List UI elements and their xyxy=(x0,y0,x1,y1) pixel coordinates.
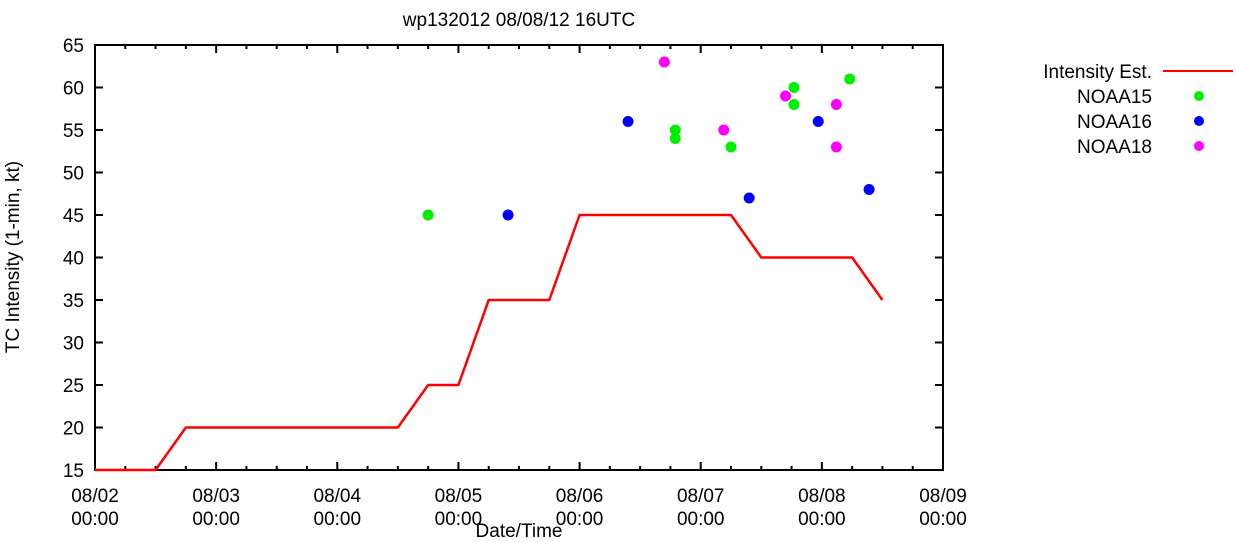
x-tick-label-date: 08/07 xyxy=(677,486,725,507)
scatter-point-noaa18 xyxy=(830,141,842,153)
legend-label-intensity-est: Intensity Est. xyxy=(1043,62,1152,83)
scatter-point-noaa15 xyxy=(422,209,434,221)
scatter-point-noaa16 xyxy=(743,192,755,204)
scatter-point-noaa15 xyxy=(844,73,856,85)
y-tick-label: 35 xyxy=(63,291,84,312)
x-tick-label-time: 00:00 xyxy=(192,509,240,530)
scatter-point-noaa16 xyxy=(622,116,634,127)
x-tick-label-time: 00:00 xyxy=(314,509,362,530)
x-tick-label-time: 00:00 xyxy=(435,509,483,530)
scatter-point-noaa15 xyxy=(725,141,737,153)
y-tick-label: 20 xyxy=(63,419,84,440)
legend-dot-noaa15-icon xyxy=(1194,91,1204,101)
scatter-point-noaa15 xyxy=(788,82,800,93)
legend-label-noaa15: NOAA15 xyxy=(1077,87,1152,108)
intensity-line xyxy=(95,213,884,472)
legend-label-noaa16: NOAA16 xyxy=(1077,112,1152,133)
chart-title: wp132012 08/08/12 16UTC xyxy=(402,10,635,31)
legend: Intensity Est. NOAA15 NOAA16 NOAA18 xyxy=(1043,62,1233,158)
x-tick-label-date: 08/06 xyxy=(556,486,604,507)
y-tick-label: 50 xyxy=(63,164,84,185)
y-tick-label: 65 xyxy=(63,36,84,57)
scatter-point-noaa15 xyxy=(788,99,800,110)
y-tick-label: 60 xyxy=(63,79,84,100)
scatter-point-noaa15 xyxy=(669,133,681,144)
x-tick-label-date: 08/05 xyxy=(435,486,483,507)
legend-dot-noaa18-icon xyxy=(1194,141,1204,151)
x-tick-label-date: 08/08 xyxy=(798,486,846,507)
x-tick-label-time: 00:00 xyxy=(798,509,846,530)
x-tick-label-time: 00:00 xyxy=(556,509,604,530)
scatter-point-noaa18 xyxy=(658,56,670,68)
scatter-point-noaa16 xyxy=(812,116,824,127)
scatter-point-noaa18 xyxy=(780,90,792,102)
x-tick-label-date: 08/04 xyxy=(314,486,362,507)
y-tick-label: 25 xyxy=(63,376,84,397)
x-tick-label-date: 08/09 xyxy=(919,486,967,507)
x-tick-label-time: 00:00 xyxy=(677,509,725,530)
legend-dot-noaa16-icon xyxy=(1194,116,1204,126)
x-axis-label: Date/Time xyxy=(476,521,563,542)
y-tick-label: 45 xyxy=(63,206,84,227)
y-tick-label: 40 xyxy=(63,249,84,270)
x-tick-label-time: 00:00 xyxy=(71,509,119,530)
y-tick-label: 15 xyxy=(63,461,84,482)
scatter-point-noaa18 xyxy=(718,124,730,136)
x-tick-label-date: 08/03 xyxy=(192,486,240,507)
legend-label-noaa18: NOAA18 xyxy=(1077,137,1152,158)
scatter-point-noaa15 xyxy=(669,124,681,136)
scatter-point-noaa18 xyxy=(830,99,842,110)
x-tick-label-date: 08/02 xyxy=(71,486,119,507)
x-tick-label-time: 00:00 xyxy=(919,509,967,530)
y-tick-label: 55 xyxy=(63,121,84,142)
plot-area: 152025303540455055606508/0200:0008/0300:… xyxy=(63,36,967,530)
scatter-point-noaa16 xyxy=(863,184,875,195)
scatter-point-noaa16 xyxy=(502,209,514,221)
y-tick-label: 30 xyxy=(63,334,84,355)
y-axis-label: TC Intensity (1-min, kt) xyxy=(3,161,24,353)
